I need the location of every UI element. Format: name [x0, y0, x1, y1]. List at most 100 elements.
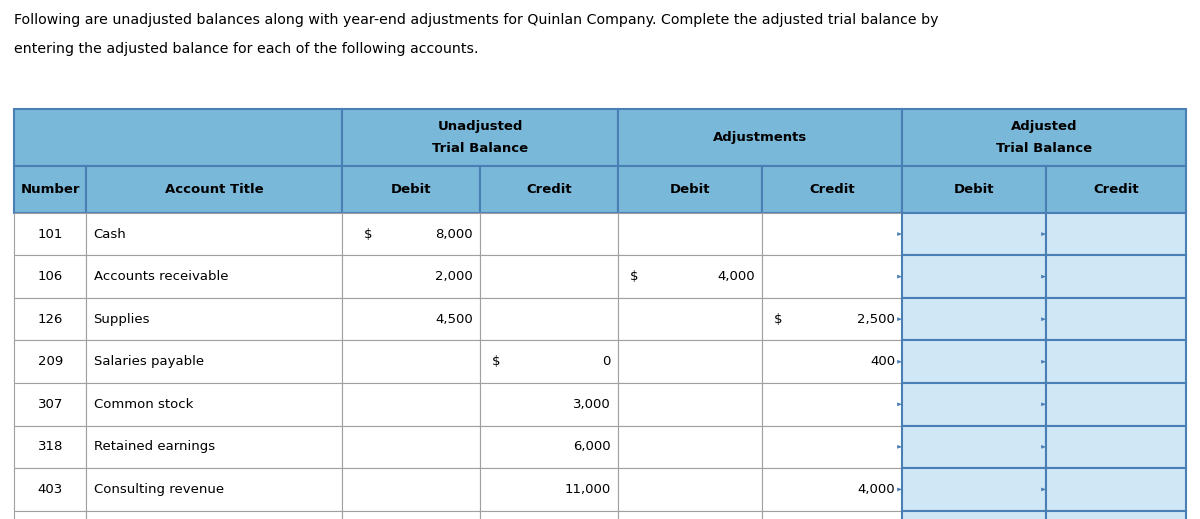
Bar	[86, 298, 342, 340]
Text: Trial Balance: Trial Balance	[996, 142, 1092, 156]
Bar	[342, 255, 480, 298]
Text: Account Title: Account Title	[164, 183, 264, 196]
Bar	[1046, 426, 1186, 468]
Bar	[86, 511, 342, 519]
Text: Retained earnings: Retained earnings	[94, 440, 215, 454]
Text: 101: 101	[37, 227, 64, 241]
Bar	[1046, 255, 1186, 298]
Text: entering the adjusted balance for each of the following accounts.: entering the adjusted balance for each o…	[14, 42, 479, 56]
Text: 11,000: 11,000	[564, 483, 611, 496]
Text: Credit: Credit	[526, 183, 572, 196]
Polygon shape	[898, 232, 902, 236]
Bar	[342, 340, 480, 383]
Polygon shape	[1042, 360, 1046, 364]
Text: Accounts receivable: Accounts receivable	[94, 270, 228, 283]
Bar	[902, 213, 1046, 255]
Bar	[618, 213, 762, 255]
Bar	[902, 340, 1046, 383]
Text: 4,500: 4,500	[436, 312, 473, 326]
Bar	[480, 468, 618, 511]
Bar	[14, 468, 86, 511]
Bar	[342, 109, 618, 166]
Text: 6,000: 6,000	[574, 440, 611, 454]
Bar	[618, 383, 762, 426]
Bar	[762, 426, 902, 468]
Text: Debit: Debit	[670, 183, 710, 196]
Bar	[1046, 468, 1186, 511]
Polygon shape	[898, 402, 902, 406]
Bar	[14, 426, 86, 468]
Text: 4,000: 4,000	[718, 270, 755, 283]
Bar	[762, 298, 902, 340]
Bar	[762, 255, 902, 298]
Text: Adjustments: Adjustments	[713, 131, 808, 144]
Text: Debit: Debit	[391, 183, 431, 196]
Bar	[1046, 166, 1186, 213]
Bar	[1046, 213, 1186, 255]
Text: Adjusted: Adjusted	[1010, 119, 1078, 133]
Bar	[618, 109, 902, 166]
Bar	[480, 255, 618, 298]
Text: Common stock: Common stock	[94, 398, 193, 411]
Bar	[1046, 383, 1186, 426]
Bar	[342, 468, 480, 511]
Bar	[342, 511, 480, 519]
Bar	[480, 511, 618, 519]
Bar	[480, 340, 618, 383]
Polygon shape	[898, 360, 902, 364]
Text: 403: 403	[37, 483, 64, 496]
Text: Credit: Credit	[1093, 183, 1139, 196]
Bar	[14, 340, 86, 383]
Bar	[480, 383, 618, 426]
Bar	[762, 511, 902, 519]
Bar	[762, 383, 902, 426]
Bar	[762, 166, 902, 213]
Polygon shape	[898, 275, 902, 279]
Bar	[618, 340, 762, 383]
Text: $: $	[492, 355, 500, 368]
Bar	[618, 298, 762, 340]
Text: 307: 307	[37, 398, 64, 411]
Bar	[618, 166, 762, 213]
Bar	[762, 468, 902, 511]
Text: 4,000: 4,000	[858, 483, 895, 496]
Bar	[618, 255, 762, 298]
Bar	[14, 511, 86, 519]
Bar	[14, 109, 342, 166]
Bar	[762, 213, 902, 255]
Text: Following are unadjusted balances along with year-end adjustments for Quinlan Co: Following are unadjusted balances along …	[14, 13, 938, 27]
Bar	[902, 298, 1046, 340]
Bar	[480, 298, 618, 340]
Text: 2,500: 2,500	[857, 312, 895, 326]
Text: Credit: Credit	[809, 183, 856, 196]
Text: $: $	[630, 270, 638, 283]
Bar	[86, 426, 342, 468]
Text: Cash: Cash	[94, 227, 126, 241]
Text: 318: 318	[37, 440, 64, 454]
Text: 400: 400	[870, 355, 895, 368]
Bar	[86, 383, 342, 426]
Bar	[86, 340, 342, 383]
Text: Supplies: Supplies	[94, 312, 150, 326]
Bar	[480, 213, 618, 255]
Bar	[618, 511, 762, 519]
Bar	[902, 255, 1046, 298]
Bar	[86, 166, 342, 213]
Bar	[14, 255, 86, 298]
Text: 209: 209	[37, 355, 64, 368]
Bar	[902, 468, 1046, 511]
Bar	[1046, 298, 1186, 340]
Bar	[342, 383, 480, 426]
Bar	[342, 166, 480, 213]
Text: 2,000: 2,000	[436, 270, 473, 283]
Text: Trial Balance: Trial Balance	[432, 142, 528, 156]
Bar	[618, 468, 762, 511]
Polygon shape	[898, 317, 902, 321]
Polygon shape	[898, 487, 902, 491]
Bar	[762, 340, 902, 383]
Text: Unadjusted: Unadjusted	[437, 119, 523, 133]
Text: $: $	[774, 312, 782, 326]
Bar	[902, 109, 1186, 166]
Polygon shape	[1042, 445, 1046, 449]
Bar	[86, 255, 342, 298]
